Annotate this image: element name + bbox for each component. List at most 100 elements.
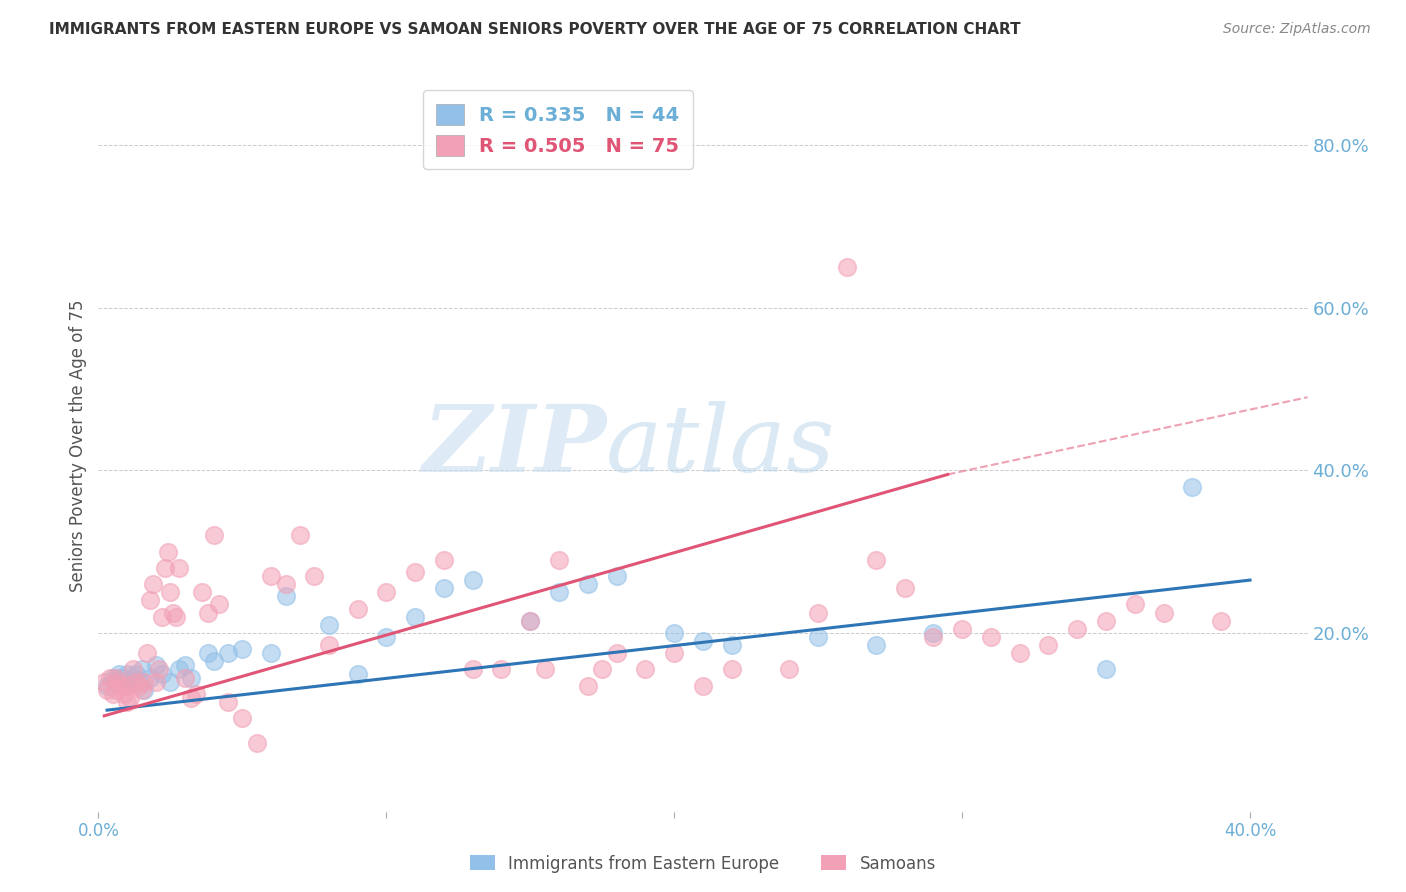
Text: ZIP: ZIP [422,401,606,491]
Point [115,695,138,709]
Point [576,679,599,693]
Point [346,666,368,681]
Point [98,671,121,685]
Point [128,674,150,689]
Point [148,663,170,677]
Point [1008,646,1031,660]
Point [606,646,628,660]
Y-axis label: Seniors Poverty Over the Age of 75: Seniors Poverty Over the Age of 75 [69,300,87,592]
Point [165,609,187,624]
Point [692,679,714,693]
Point [93,674,115,689]
Point [112,687,135,701]
Point [96,682,118,697]
Point [159,585,181,599]
Point [142,577,165,591]
Point [692,634,714,648]
Point [461,663,484,677]
Point [202,654,225,668]
Point [180,690,202,705]
Point [664,646,686,660]
Point [191,585,214,599]
Point [807,606,830,620]
Point [576,577,599,591]
Point [606,569,628,583]
Legend: R = 0.335   N = 44, R = 0.505   N = 75: R = 0.335 N = 44, R = 0.505 N = 75 [423,90,693,169]
Point [173,658,195,673]
Point [120,674,142,689]
Point [208,598,231,612]
Point [107,666,129,681]
Point [1095,663,1118,677]
Point [125,674,148,689]
Point [156,544,179,558]
Point [288,528,311,542]
Point [186,687,208,701]
Point [246,736,269,750]
Point [1123,598,1146,612]
Point [1211,614,1233,628]
Point [231,711,253,725]
Point [433,553,456,567]
Point [134,682,156,697]
Point [131,682,153,697]
Point [491,663,513,677]
Text: atlas: atlas [606,401,835,491]
Point [217,646,239,660]
Legend: Immigrants from Eastern Europe, Samoans: Immigrants from Eastern Europe, Samoans [464,848,942,880]
Point [125,666,148,681]
Point [318,638,340,652]
Point [950,622,973,636]
Point [122,663,145,677]
Point [145,658,167,673]
Point [807,630,830,644]
Text: IMMIGRANTS FROM EASTERN EUROPE VS SAMOAN SENIORS POVERTY OVER THE AGE OF 75 CORR: IMMIGRANTS FROM EASTERN EUROPE VS SAMOAN… [49,22,1021,37]
Point [778,663,800,677]
Point [1153,606,1175,620]
Point [136,646,159,660]
Point [634,663,657,677]
Point [922,630,945,644]
Point [591,663,613,677]
Point [128,679,150,693]
Point [150,609,173,624]
Point [120,690,142,705]
Text: Source: ZipAtlas.com: Source: ZipAtlas.com [1223,22,1371,37]
Point [115,666,138,681]
Point [162,606,184,620]
Point [180,671,202,685]
Point [145,674,167,689]
Point [110,679,132,693]
Point [274,577,297,591]
Point [318,617,340,632]
Point [720,663,742,677]
Point [548,553,571,567]
Point [139,593,162,607]
Point [217,695,239,709]
Point [835,260,858,275]
Point [375,585,398,599]
Point [1038,638,1060,652]
Point [461,573,484,587]
Point [150,666,173,681]
Point [167,663,190,677]
Point [231,642,253,657]
Point [346,601,368,615]
Point [404,565,426,579]
Point [101,687,124,701]
Point [104,674,127,689]
Point [548,585,571,599]
Point [134,674,156,689]
Point [197,606,219,620]
Point [304,569,326,583]
Point [112,679,135,693]
Point [433,581,456,595]
Point [167,561,190,575]
Point [107,674,129,689]
Point [865,638,887,652]
Point [1066,622,1088,636]
Point [893,581,915,595]
Point [104,682,127,697]
Point [404,609,426,624]
Point [519,614,541,628]
